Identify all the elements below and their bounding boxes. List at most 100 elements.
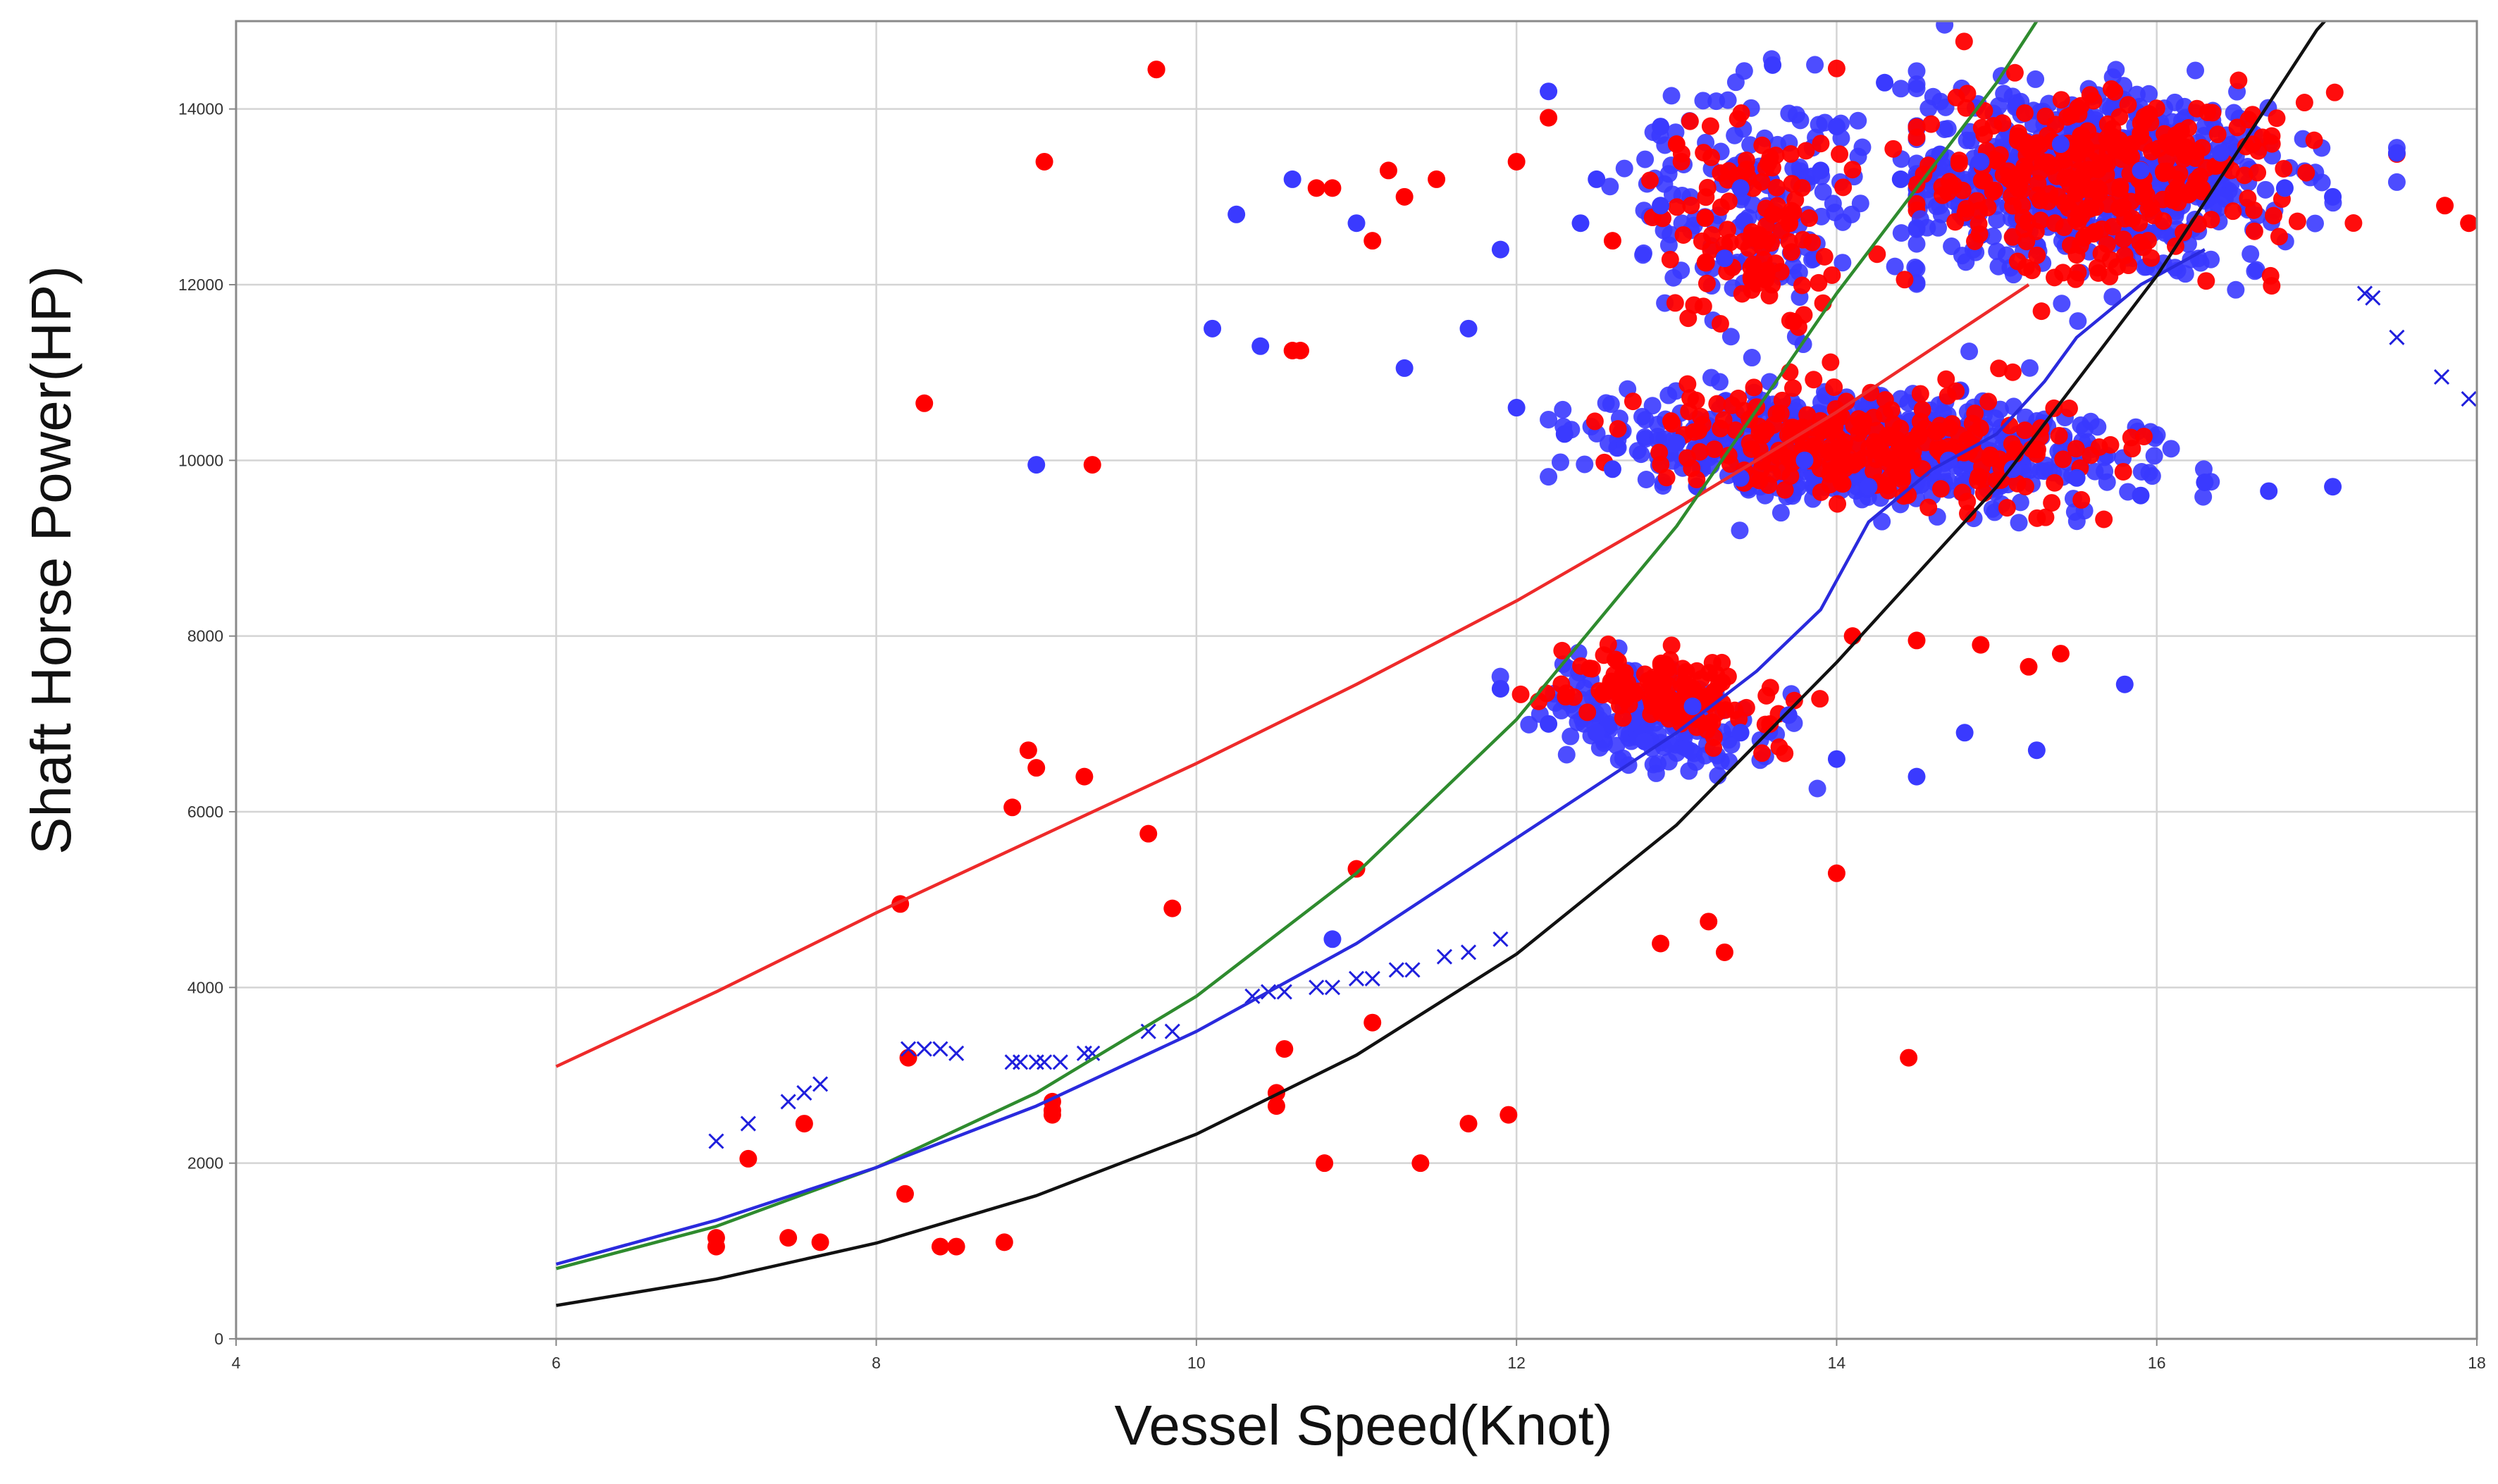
cluster-mid-point	[2098, 473, 2116, 491]
red-scatter-point	[931, 1237, 949, 1256]
cluster-mid-point	[1683, 459, 1701, 477]
cluster-top-left-point	[1701, 117, 1719, 135]
cluster-top-left-point	[1800, 209, 1819, 228]
red-scatter-point	[1267, 1097, 1285, 1115]
cluster-top-left-point	[1781, 145, 1800, 163]
x-marker-stroke	[2433, 369, 2450, 385]
x-marker-stroke	[2365, 290, 2381, 306]
cluster-top-point	[2197, 272, 2215, 290]
cluster-low-point	[1605, 665, 1624, 684]
cluster-top-left-point	[1767, 254, 1785, 273]
cluster-mid-point	[1609, 420, 1627, 438]
cluster-mid-point	[2010, 514, 2028, 532]
red-scatter-point	[1667, 135, 1686, 154]
blue-scatter-point	[1955, 724, 1974, 742]
x-marker-stroke	[900, 1041, 917, 1057]
cluster-mid-point	[1714, 411, 1733, 429]
cluster-mid-point	[1721, 455, 1739, 474]
cluster-top-left-point	[1634, 244, 1652, 262]
red-scatter-point	[1316, 1154, 1334, 1173]
cluster-mid-point	[1966, 404, 1984, 423]
cluster-top-left-point	[1906, 258, 1924, 276]
cluster-low-point	[1643, 693, 1661, 711]
red-scatter-point	[707, 1229, 725, 1247]
blue-scatter-point	[1731, 179, 1750, 197]
blue-scatter-point	[1764, 56, 1782, 74]
cluster-top-point	[2034, 153, 2052, 171]
blue-scatter-point	[1027, 456, 1046, 474]
cluster-top-point	[2106, 82, 2124, 101]
cluster-mid-point	[1958, 493, 1977, 511]
y-tick-label: 6000	[187, 803, 223, 821]
cluster-mid-point	[1637, 471, 1655, 489]
x-marker-stroke	[708, 1133, 724, 1149]
cluster-mid-point	[1708, 395, 1726, 413]
cluster-top-point	[2134, 238, 2153, 256]
x-marker-stroke	[1084, 1045, 1101, 1061]
blue-scatter-point	[1715, 249, 1733, 268]
cluster-mid-point	[1960, 342, 1979, 361]
x-marker	[708, 1133, 724, 1149]
red-scatter-point	[795, 1115, 813, 1133]
red-scatter-point	[1500, 1106, 1518, 1124]
x-marker	[1460, 944, 1477, 960]
x-marker	[2433, 369, 2450, 385]
cluster-top-point	[2070, 138, 2088, 156]
blue-scatter-point	[2387, 144, 2406, 162]
blue-scatter-point	[2324, 478, 2342, 496]
cluster-top-left-point	[1702, 225, 1721, 244]
blue-scatter-point	[1540, 82, 1558, 101]
blue-scatter-point	[2196, 474, 2214, 491]
red-scatter-point	[1715, 943, 1733, 961]
cluster-top-point	[2058, 108, 2077, 126]
cluster-mid-point	[1969, 471, 1987, 490]
blue-scatter-point	[1652, 118, 1670, 136]
x-marker-stroke	[1140, 1023, 1156, 1039]
x-marker-stroke	[2356, 285, 2373, 302]
cluster-top-point	[1953, 247, 1972, 265]
cluster-top-point	[2079, 161, 2098, 179]
red-scatter-point	[1907, 631, 1926, 650]
cluster-low-point	[1753, 744, 1772, 762]
red-scatter-point	[2460, 214, 2477, 233]
data-points	[707, 21, 2477, 1256]
cluster-mid-point	[2072, 490, 2091, 509]
cluster-low-point	[1645, 668, 1663, 686]
cluster-mid-point	[1776, 481, 1794, 499]
cluster-mid-point	[1879, 481, 1898, 500]
cluster-mid-point	[1850, 409, 1868, 428]
blue-scatter-point	[1323, 930, 1342, 948]
cluster-mid-point	[1753, 452, 1772, 471]
blue-scatter-point	[1827, 118, 1845, 136]
x-marker	[2356, 285, 2373, 302]
cluster-mid-point	[2046, 474, 2064, 492]
cluster-top-point	[1907, 128, 1926, 147]
cluster-mid-point	[1998, 499, 2016, 517]
cluster-mid-point	[2043, 494, 2061, 512]
red-scatter-point	[1507, 152, 1526, 171]
cluster-low-point	[1811, 690, 1829, 708]
cluster-top-left-point	[1661, 250, 1679, 268]
axis-ticks: 4 6 8 10 12 14 16 18 0 2000 4000 6000 8000 10000 12000…	[178, 100, 2486, 1372]
cluster-top-left-point	[1753, 136, 1772, 154]
cluster-top-left-point	[1849, 111, 1867, 130]
cluster-top-point	[2114, 230, 2132, 249]
blue-scatter-point	[1204, 319, 1222, 338]
cluster-top-point	[1988, 242, 2006, 261]
blue-scatter-point	[1395, 359, 1414, 377]
cluster-top-left-point	[1664, 268, 1683, 287]
red-scatter-point	[1075, 767, 1094, 786]
red-scatter-point	[2436, 197, 2454, 215]
cluster-top-point	[2245, 222, 2263, 240]
red-scatter-point	[1147, 61, 1165, 79]
cluster-low-point	[1553, 641, 1571, 660]
cluster-mid-point	[1913, 460, 1931, 478]
red-scatter-point	[1379, 161, 1397, 180]
cluster-mid-point	[2067, 440, 2085, 458]
blue-scatter-point	[1636, 732, 1654, 750]
cluster-top-left-point	[1797, 142, 1815, 160]
cluster-top-left-point	[1789, 318, 1807, 336]
fit-curves	[555, 21, 2326, 1307]
cluster-top-point	[2131, 125, 2149, 143]
blue-scatter-point	[1860, 478, 1878, 496]
